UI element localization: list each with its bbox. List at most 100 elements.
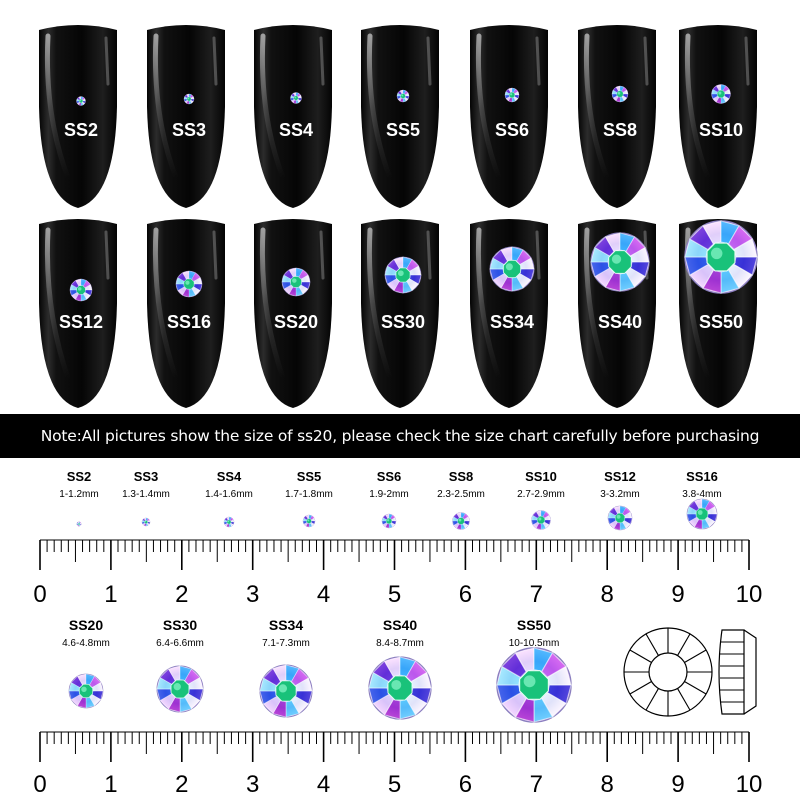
rhinestone-gem-icon	[489, 246, 535, 292]
rhinestone-gem-icon	[711, 84, 731, 104]
ruler-number: 9	[671, 581, 684, 608]
size-chart-item: SS50 10-10.5mm	[496, 617, 572, 723]
nail-size-label: SS3	[172, 120, 206, 140]
size-name: SS34	[269, 617, 303, 633]
size-chart-item: SS30 6.4-6.6mm	[156, 617, 204, 713]
size-name: SS30	[163, 617, 197, 633]
rhinestone-gem-icon	[381, 513, 397, 529]
nail-size-label: SS30	[381, 312, 425, 332]
size-range: 1.7-1.8mm	[285, 489, 333, 500]
nail-tip: SS40	[578, 219, 656, 408]
size-range: 2.3-2.5mm	[437, 489, 485, 500]
nail-size-label: SS5	[386, 120, 420, 140]
nail-tip: SS5	[361, 25, 439, 208]
rhinestone-gem-icon	[684, 220, 758, 294]
nail-size-label: SS50	[699, 312, 743, 332]
ruler-number: 4	[317, 771, 330, 798]
size-name: SS10	[525, 469, 557, 484]
size-range: 1.4-1.6mm	[205, 489, 253, 500]
nail-tip: SS16	[147, 219, 225, 408]
rhinestone-gem-icon	[259, 664, 313, 718]
size-range: 10-10.5mm	[509, 638, 560, 649]
ruler-number: 3	[246, 771, 259, 798]
nail-display-photo: SS2 SS3 SS4 SS5 SS6 SS8 SS10 SS12 SS16 SS20 SS30 SS…	[39, 25, 758, 408]
rhinestone-gem-icon	[76, 96, 86, 106]
ruler-number: 8	[601, 581, 614, 608]
ruler-number: 3	[246, 581, 259, 608]
rhinestone-gem-icon	[396, 89, 410, 103]
nail-size-label: SS2	[64, 120, 98, 140]
rhinestone-gem-icon	[384, 256, 422, 294]
rhinestone-gem-icon	[156, 665, 204, 713]
rhinestone-gem-icon	[183, 93, 195, 105]
nail-size-label: SS20	[274, 312, 318, 332]
nail-tip: SS8	[578, 25, 656, 208]
size-chart-item: SS3 1.3-1.4mm	[122, 469, 170, 527]
rhinestone-gem-icon	[368, 656, 432, 720]
ruler-number: 6	[459, 581, 472, 608]
flatback-top-view-icon	[623, 627, 713, 717]
size-range: 1.3-1.4mm	[122, 489, 170, 500]
nail-tip: SS12	[39, 219, 117, 408]
size-chart-item: SS2 1-1.2mm	[59, 469, 99, 527]
rhinestone-gem-icon	[281, 267, 311, 297]
rhinestone-gem-icon	[223, 516, 235, 528]
size-range: 3-3.2mm	[600, 489, 639, 500]
nail-size-label: SS16	[167, 312, 211, 332]
rhinestone-gem-icon	[76, 521, 82, 527]
ruler: 0 1 2 3 4 5 6 7 8 9 10	[33, 539, 763, 608]
nail-tip: SS50	[679, 219, 758, 408]
ruler-number: 8	[601, 771, 614, 798]
size-chart-item: SS12 3-3.2mm	[600, 469, 640, 531]
size-chart-item: SS5 1.7-1.8mm	[285, 469, 333, 528]
ruler: 0 1 2 3 4 5 6 7 8 9 10	[33, 731, 763, 798]
size-name: SS6	[377, 469, 402, 484]
size-name: SS16	[686, 469, 718, 484]
nail-size-label: SS6	[495, 120, 529, 140]
size-name: SS8	[449, 469, 474, 484]
size-name: SS5	[297, 469, 322, 484]
nail-size-label: SS10	[699, 120, 743, 140]
flatback-side-view-icon	[718, 629, 757, 715]
nail-size-label: SS8	[603, 120, 637, 140]
size-chart-item: SS8 2.3-2.5mm	[437, 469, 485, 530]
size-chart-item: SS6 1.9-2mm	[369, 469, 409, 529]
rhinestone-gem-icon	[290, 92, 302, 104]
size-name: SS3	[134, 469, 159, 484]
ruler-number: 5	[388, 771, 401, 798]
ruler-number: 1	[104, 771, 117, 798]
size-range: 8.4-8.7mm	[376, 638, 424, 649]
ruler-number: 10	[736, 771, 763, 798]
nail-tip: SS4	[254, 25, 332, 208]
size-name: SS4	[217, 469, 242, 484]
ruler-number: 9	[671, 771, 684, 798]
size-range: 4.6-4.8mm	[62, 638, 110, 649]
size-name: SS20	[69, 617, 103, 633]
rhinestone-gem-icon	[686, 498, 718, 530]
nail-tip: SS30	[361, 219, 439, 408]
rhinestone-gem-icon	[590, 232, 650, 292]
rhinestone-gem-icon	[68, 673, 104, 709]
rhinestone-gem-icon	[496, 647, 572, 723]
nail-tip: SS34	[470, 219, 548, 408]
ruler-number: 10	[736, 581, 763, 608]
size-chart-item: SS16 3.8-4mm	[682, 469, 722, 530]
size-chart-item: SS4 1.4-1.6mm	[205, 469, 253, 528]
size-chart-item: SS20 4.6-4.8mm	[62, 617, 110, 709]
rhinestone-gem-icon	[302, 514, 316, 528]
size-chart-item: SS40 8.4-8.7mm	[368, 617, 432, 720]
ruler-number: 0	[33, 771, 46, 798]
size-chart-item: SS10 2.7-2.9mm	[517, 469, 565, 530]
ruler-number: 2	[175, 581, 188, 608]
size-range: 2.7-2.9mm	[517, 489, 565, 500]
rhinestone-gem-icon	[141, 517, 151, 527]
nail-tip: SS3	[147, 25, 225, 208]
nail-size-label: SS40	[598, 312, 642, 332]
ruler-number: 4	[317, 581, 330, 608]
nail-size-label: SS34	[490, 312, 534, 332]
ruler-number: 0	[33, 581, 46, 608]
ruler-number: 7	[530, 771, 543, 798]
nail-tip: SS10	[679, 25, 757, 208]
rhinestone-gem-icon	[452, 512, 470, 530]
size-name: SS50	[517, 617, 551, 633]
